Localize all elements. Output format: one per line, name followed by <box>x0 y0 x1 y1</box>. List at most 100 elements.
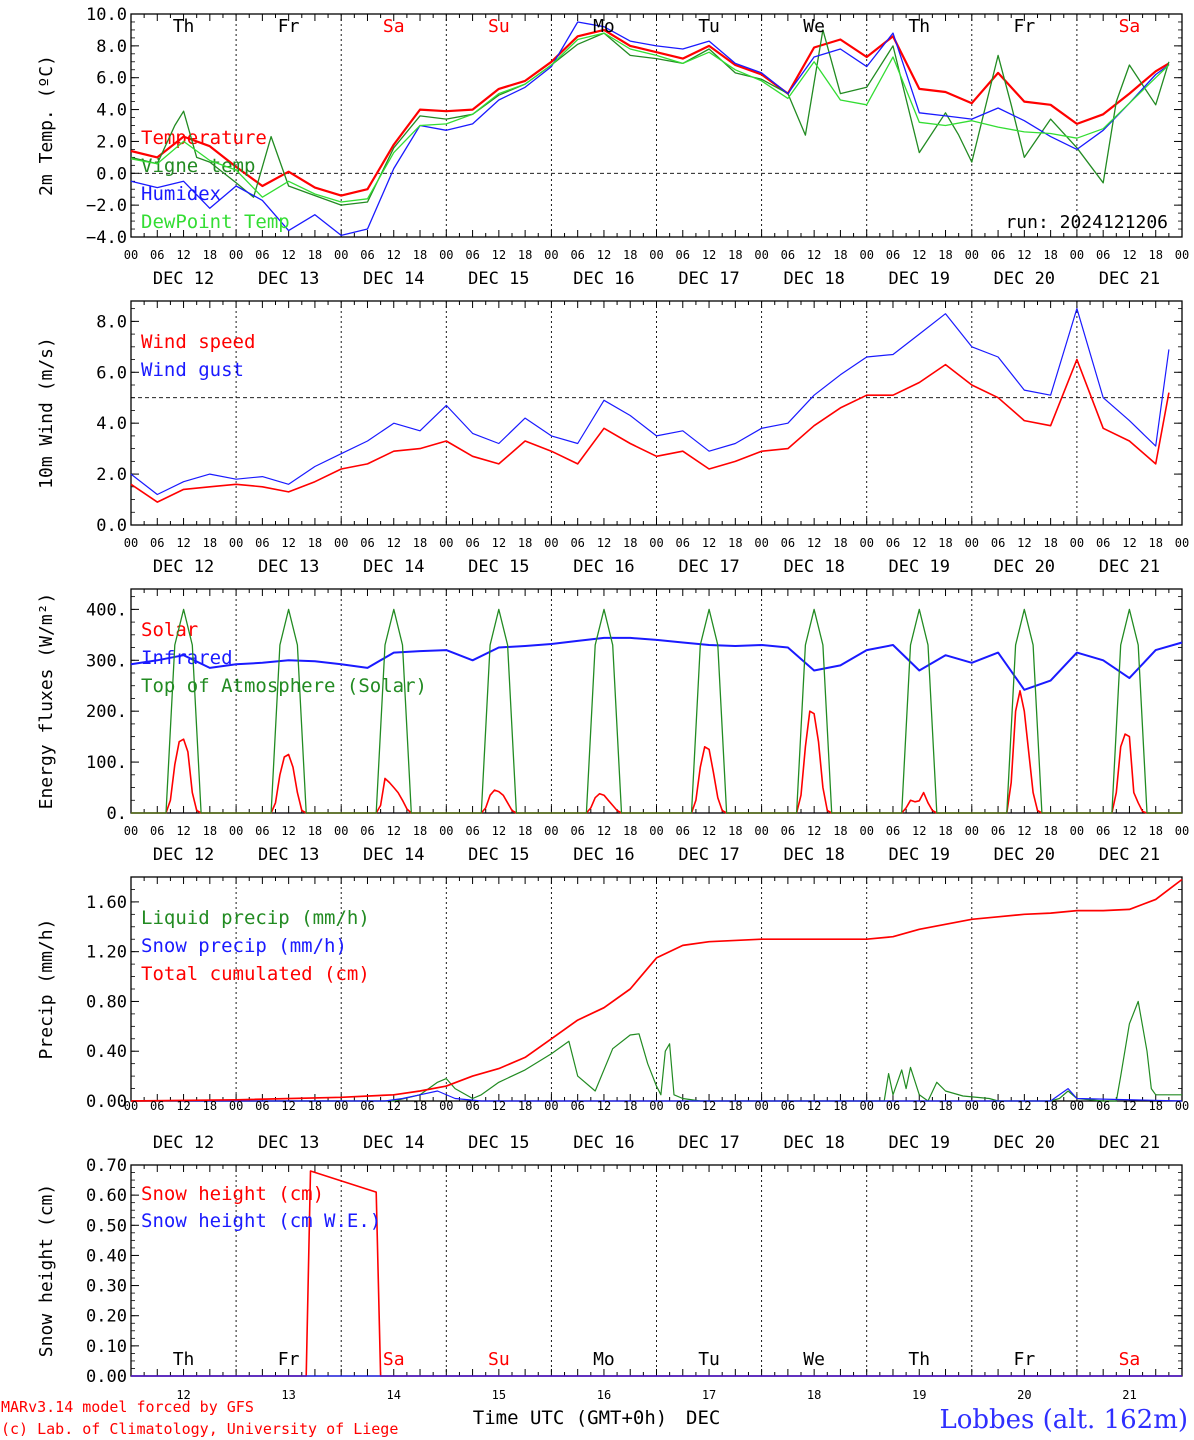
hour-tick-label: 18 <box>623 536 637 550</box>
hour-tick-label: 06 <box>150 1099 164 1113</box>
series-line-liquid-precip-mm-h <box>131 1000 1182 1102</box>
weekday-label: Sa <box>1119 1349 1141 1370</box>
hour-tick-label: 18 <box>728 1099 742 1113</box>
hour-tick-label: 00 <box>124 824 138 838</box>
hour-tick-label: 12 <box>912 1099 926 1113</box>
hour-tick-label: 12 <box>176 536 190 550</box>
hour-tick-label: 06 <box>465 248 479 262</box>
hour-tick-label: 06 <box>991 248 1005 262</box>
hour-tick-label: 06 <box>1096 1099 1110 1113</box>
weekday-label: Su <box>488 16 510 37</box>
legend-entry: Wind speed <box>141 331 255 353</box>
hour-tick-label: 06 <box>886 536 900 550</box>
legend-entry: Temperature <box>141 127 267 149</box>
y-tick-label: −4.0 <box>86 228 127 248</box>
hour-tick-label: 00 <box>124 1099 138 1113</box>
hour-tick-label: 12 <box>702 1099 716 1113</box>
y-tick-label: 8.0 <box>96 312 127 332</box>
y-tick-label: 0.50 <box>86 1216 127 1236</box>
day-number-label: 18 <box>807 1388 821 1402</box>
day-label: DEC 20 <box>994 269 1055 289</box>
hour-tick-label: 12 <box>702 248 716 262</box>
hour-tick-label: 12 <box>387 824 401 838</box>
hour-tick-label: 12 <box>1017 536 1031 550</box>
chart-panel-2: 0.0 2.0 4.0 6.0 8.0 10m Wind (m/s) Wind speed W… <box>36 300 1189 577</box>
weekday-label: Mo <box>593 16 615 37</box>
hour-tick-label: 06 <box>676 248 690 262</box>
series-line-humidex <box>130 21 1170 237</box>
day-number-label: 12 <box>176 1388 190 1402</box>
hour-tick-label: 06 <box>886 824 900 838</box>
y-tick-label: 0.60 <box>86 1186 127 1206</box>
hour-tick-label: 00 <box>439 1099 453 1113</box>
day-label: DEC 15 <box>468 845 529 865</box>
hour-tick-label: 18 <box>308 1099 322 1113</box>
y-tick-label: 100. <box>86 753 127 773</box>
hour-tick-label: 00 <box>334 536 348 550</box>
hour-tick-label: 18 <box>1148 536 1162 550</box>
day-label: DEC 20 <box>994 557 1055 577</box>
hour-tick-label: 00 <box>544 248 558 262</box>
day-label: DEC 12 <box>153 269 214 289</box>
day-label: DEC 19 <box>889 557 950 577</box>
hour-tick-label: 18 <box>938 536 952 550</box>
hour-tick-label: 12 <box>492 1099 506 1113</box>
hour-tick-label: 06 <box>1096 248 1110 262</box>
y-tick-label: 0. <box>107 804 127 824</box>
hour-tick-label: 06 <box>991 536 1005 550</box>
hour-tick-label: 18 <box>1043 1099 1057 1113</box>
hour-tick-label: 06 <box>570 248 584 262</box>
y-tick-label: 0.30 <box>86 1277 127 1297</box>
weekday-label: Mo <box>593 1349 615 1370</box>
hour-tick-label: 06 <box>781 536 795 550</box>
y-tick-label: 1.60 <box>86 893 127 913</box>
hour-tick-label: 00 <box>649 248 663 262</box>
hour-tick-label: 00 <box>1175 824 1189 838</box>
day-label: DEC 15 <box>468 269 529 289</box>
hour-tick-label: 18 <box>728 824 742 838</box>
hour-tick-label: 12 <box>281 248 295 262</box>
chart-panels: −4.0 −2.0 0.0 2.0 4.0 6.0 8.0 10.0 2m Temp. (ºC)… <box>36 5 1189 1402</box>
hour-tick-label: 12 <box>492 536 506 550</box>
hour-tick-label: 12 <box>1017 248 1031 262</box>
hour-tick-label: 06 <box>781 824 795 838</box>
hour-tick-label: 18 <box>203 248 217 262</box>
weekday-label: Fr <box>278 16 300 37</box>
hour-tick-label: 00 <box>965 536 979 550</box>
hour-tick-label: 12 <box>597 536 611 550</box>
y-tick-label: 200. <box>86 702 127 722</box>
day-label: DEC 14 <box>363 269 424 289</box>
y-tick-label: 0.80 <box>86 992 127 1012</box>
hour-tick-label: 06 <box>1096 536 1110 550</box>
y-tick-label: 0.00 <box>86 1092 127 1112</box>
weekday-label: We <box>803 1349 825 1370</box>
legend-entry: Solar <box>141 619 198 641</box>
hour-tick-label: 18 <box>728 536 742 550</box>
y-tick-label: 4.0 <box>96 414 127 434</box>
day-label: DEC 16 <box>573 845 634 865</box>
hour-tick-label: 12 <box>912 824 926 838</box>
legend-entry: Snow height (cm) <box>141 1183 324 1205</box>
y-tick-label: −2.0 <box>86 196 127 216</box>
hour-tick-label: 18 <box>203 536 217 550</box>
hour-tick-label: 18 <box>623 1099 637 1113</box>
day-label: DEC 17 <box>678 557 739 577</box>
y-axis-label: Precip (mm/h) <box>36 919 57 1060</box>
hour-tick-label: 18 <box>203 824 217 838</box>
hour-tick-label: 06 <box>465 824 479 838</box>
hour-tick-label: 12 <box>807 1099 821 1113</box>
weekday-label: Tu <box>698 1349 720 1370</box>
hour-tick-label: 18 <box>623 248 637 262</box>
hour-tick-label: 12 <box>281 536 295 550</box>
hour-tick-label: 12 <box>702 536 716 550</box>
day-label: DEC 18 <box>783 269 844 289</box>
lab-credit: (c) Lab. of Climatology, University of L… <box>1 1420 398 1438</box>
hour-tick-label: 06 <box>781 248 795 262</box>
model-credit: MARv3.14 model forced by GFS <box>1 1398 254 1416</box>
legend-entry: Humidex <box>141 183 221 205</box>
hour-tick-label: 06 <box>255 824 269 838</box>
day-number-label: 15 <box>492 1388 506 1402</box>
hour-tick-label: 00 <box>439 536 453 550</box>
hour-tick-label: 12 <box>807 824 821 838</box>
day-label: DEC 19 <box>889 1133 950 1153</box>
